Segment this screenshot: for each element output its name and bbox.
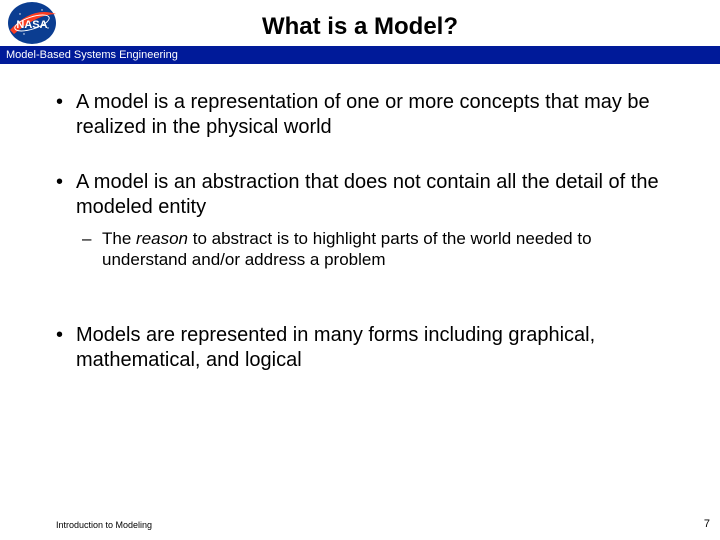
bullet-text: Models are represented in many forms inc… xyxy=(76,324,595,371)
bullet-item: A model is an abstraction that does not … xyxy=(40,170,680,271)
slide: NASA What is a Model? Model-Based System… xyxy=(0,0,720,540)
header: NASA What is a Model? xyxy=(0,0,720,46)
bullet-item: A model is a representation of one or mo… xyxy=(40,90,680,140)
subtitle-bar: Model-Based Systems Engineering xyxy=(0,46,720,64)
bullet-item: Models are represented in many forms inc… xyxy=(40,323,680,373)
footer-left-text: Introduction to Modeling xyxy=(56,520,152,530)
content-area: A model is a representation of one or mo… xyxy=(0,64,720,373)
sub-bullet-italic: reason xyxy=(136,229,188,248)
footer: Introduction to Modeling 7 xyxy=(0,512,720,530)
bullet-text: A model is an abstraction that does not … xyxy=(76,171,659,218)
sub-bullet-prefix: The xyxy=(102,229,136,248)
sub-bullet-item: The reason to abstract is to highlight p… xyxy=(76,228,680,271)
svg-text:NASA: NASA xyxy=(16,19,47,31)
slide-title: What is a Model? xyxy=(0,5,720,41)
page-number: 7 xyxy=(704,518,710,530)
bullet-text: A model is a representation of one or mo… xyxy=(76,91,650,138)
bullet-list: A model is a representation of one or mo… xyxy=(40,90,680,373)
nasa-logo-icon: NASA xyxy=(4,0,60,46)
sub-bullet-list: The reason to abstract is to highlight p… xyxy=(76,228,680,271)
